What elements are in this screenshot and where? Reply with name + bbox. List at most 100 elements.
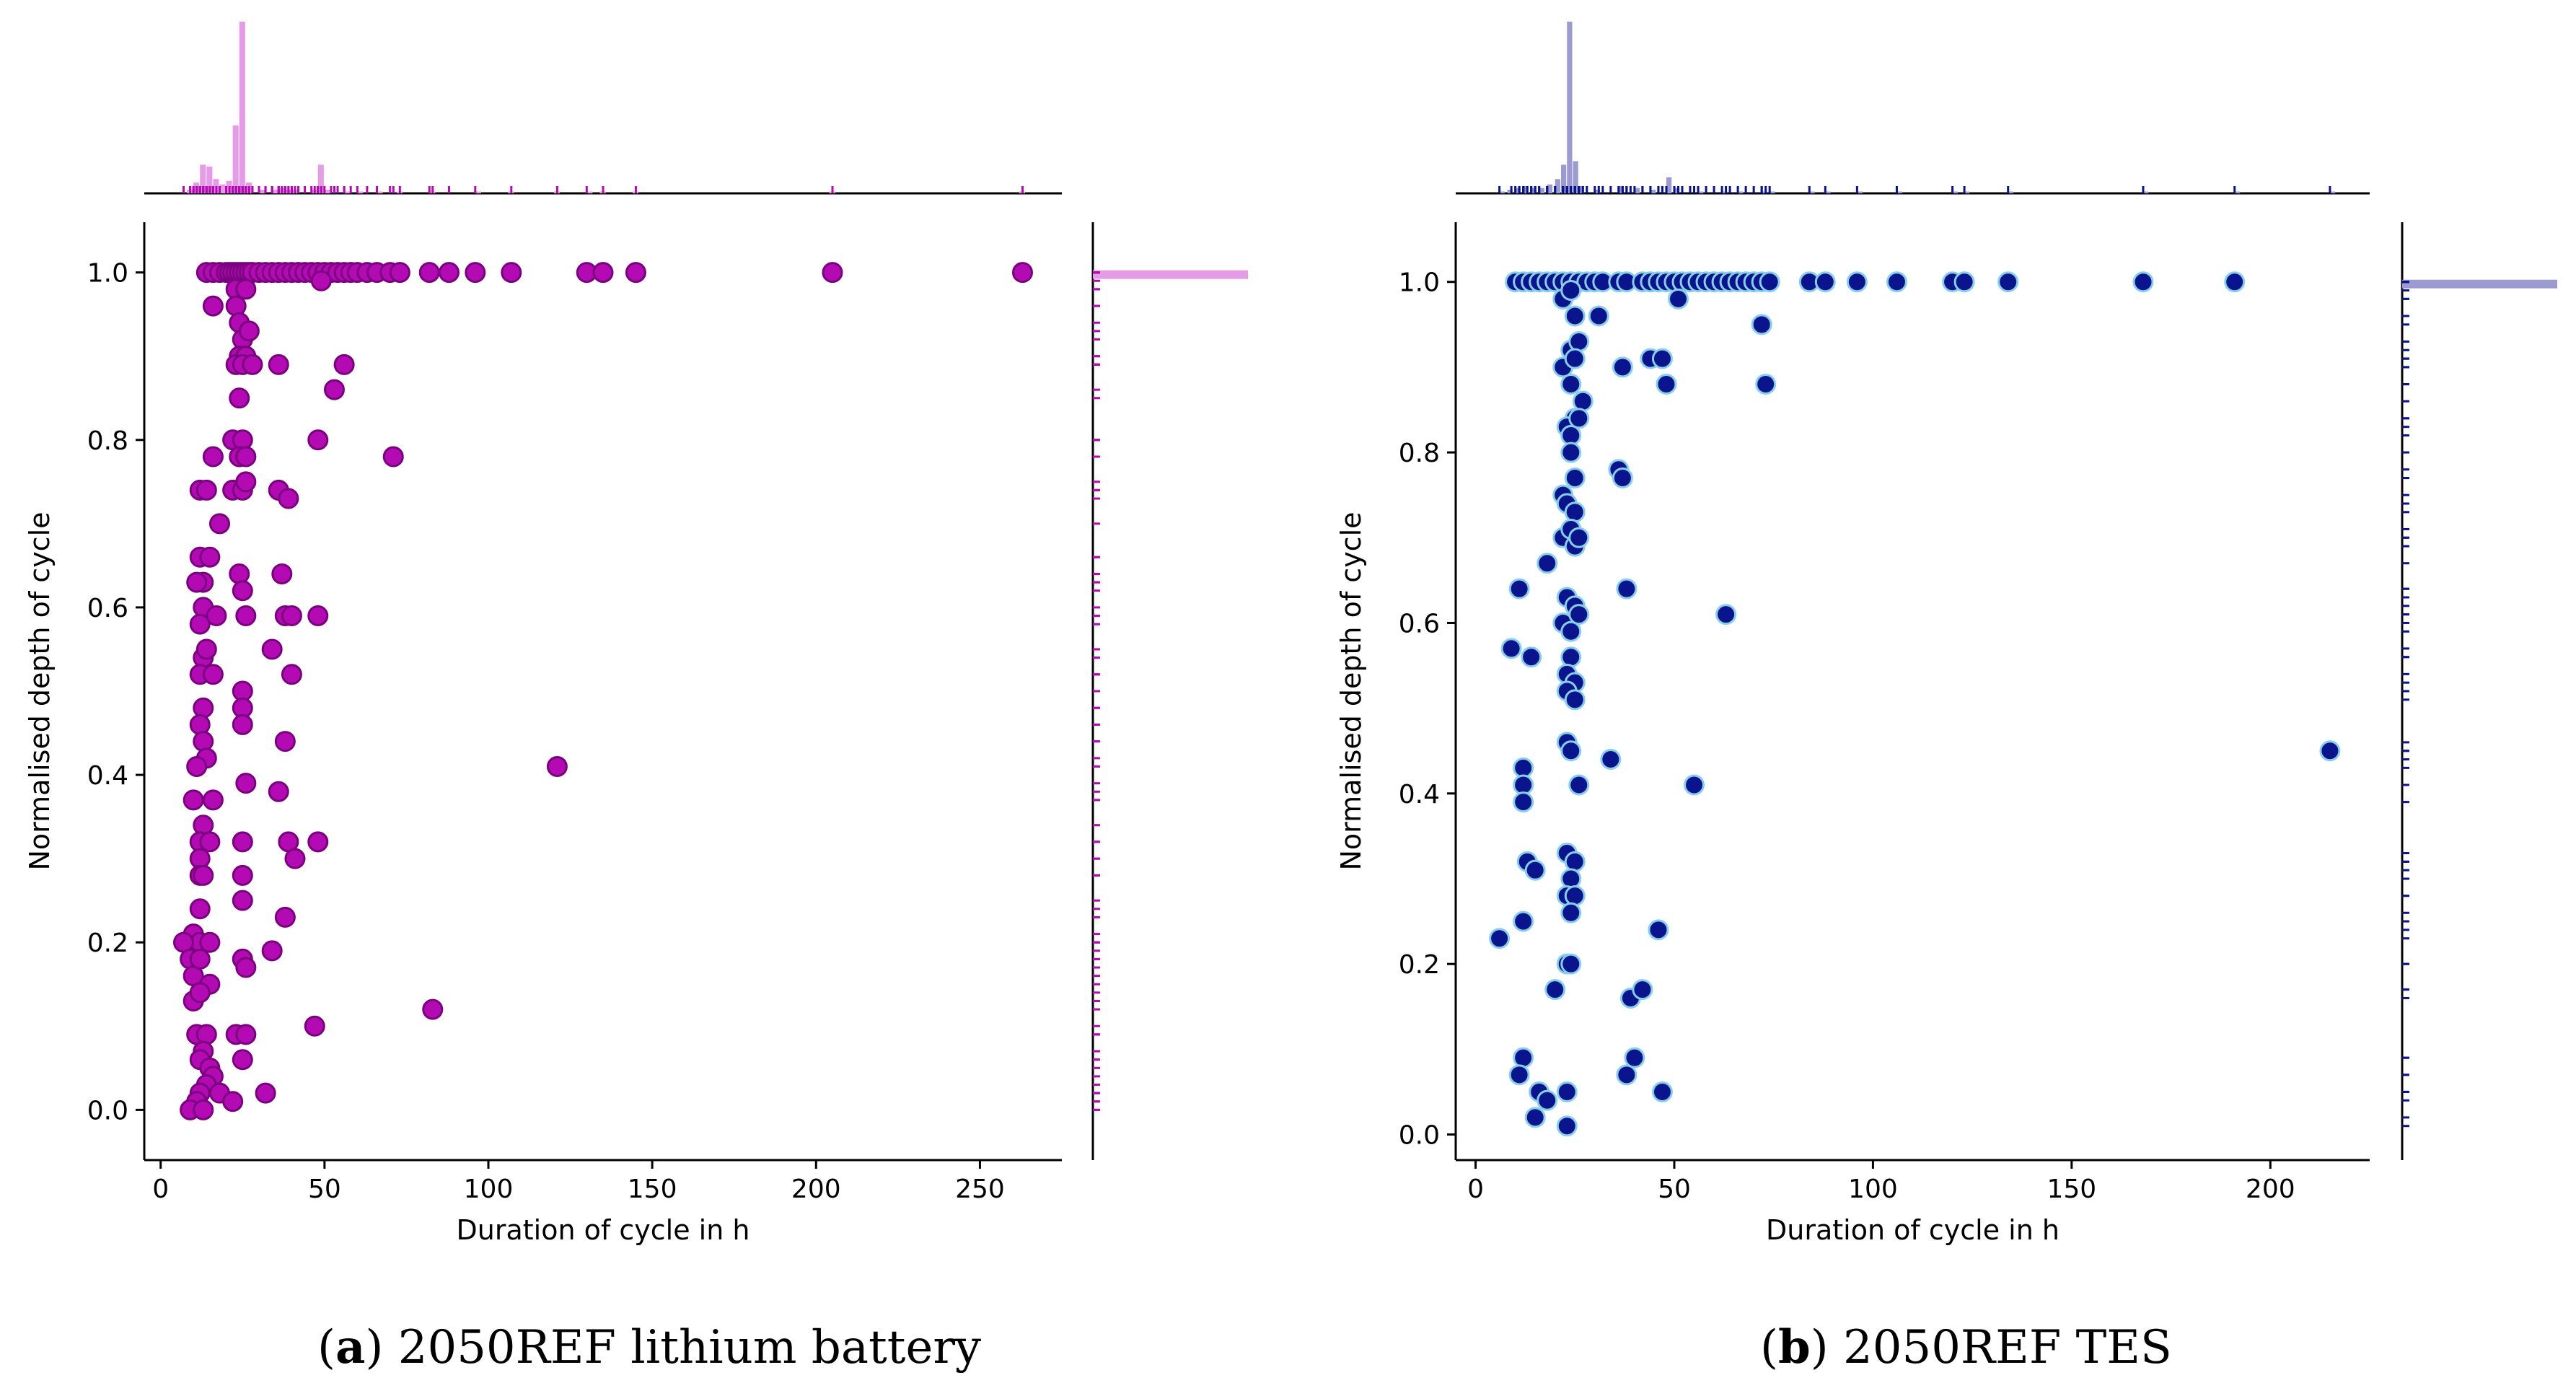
panel-b-x-axis-label: Duration of cycle in h [1766,1214,2060,1246]
panel-b-x-tick-label: 50 [1658,1175,1691,1204]
panel-b-data-point [2224,271,2246,293]
panel-a-data-point [229,563,250,584]
panel-a-data-point [229,387,250,409]
panel-b-top-hist-bar [1825,191,1831,193]
panel-b-data-point [1612,467,1633,489]
panel-b-data-point [1513,757,1534,778]
panel-a-data-point [193,1099,214,1120]
caption-b-letter: b [1777,1320,1811,1374]
panel-a-x-tick-label: 100 [464,1175,514,1204]
caption-a-letter: a [335,1320,366,1374]
panel-a-top-hist-bar [219,184,226,193]
panel-a-data-point [235,773,257,794]
panel-b-top-hist-bar [1770,191,1775,193]
panel-a-data-point [202,446,224,467]
panel-a-x-tick-label: 250 [955,1175,1005,1204]
panel-b-data-point [2132,271,2154,293]
panel-a-data-point [199,931,221,953]
panel-a-data-point [278,488,299,509]
panel-b-top-hist-bar [1738,191,1744,193]
panel-b-x-tick-label: 150 [2047,1175,2096,1204]
panel-b-top-hist-bar [1515,188,1521,193]
panel-a-data-point [199,831,221,853]
panel-a-data-point [271,563,293,584]
panel-b-data-point [1755,374,1777,395]
panel-b-top-hist-bar [1809,191,1815,193]
panel-a-data-point [418,262,440,284]
panel-a-data-point [199,546,221,568]
panel-b-data-point [1508,578,1530,600]
panel-a-top-hist-bar [239,22,245,193]
panel-a-data-point [186,571,208,593]
panel-b-data-point [1846,271,1868,293]
panel-a-data-point [333,354,355,375]
panel-b-data-point [1564,501,1586,523]
panel-a-data-point [189,714,211,735]
panel-b-top-hist-bar [1499,191,1505,193]
panel-a-data-point [268,354,289,375]
panel-b-top-hist-bar [1698,191,1704,193]
panel-b-y-tick-label: 0.0 [1399,1121,1440,1151]
panel-b-top-hist-bar [1567,22,1573,193]
panel-b-data-point [1651,348,1673,369]
panel-a-top-hist-bar [200,164,206,193]
panel-b-top-hist-bar [1964,191,1970,193]
panel-a-top-hist-bar [586,191,593,193]
panel-a-data-point [255,1082,276,1104]
panel-a-top-hist-bar [344,191,351,193]
panel-b-top-hist-bar [1539,188,1544,193]
panel-b-data-point [1886,271,1907,293]
panel-a-data-point [206,605,227,627]
panel-a-data-point [222,1091,244,1112]
panel-a-data-point [235,471,257,493]
panel-b-top-hist-bar [1857,191,1863,193]
panel-a-data-point [235,278,257,300]
panel-b-data-point [1564,467,1586,489]
panel-b-data-point [1560,424,1582,446]
panel-a-data-point [195,1024,217,1045]
panel-b-data-point [1560,442,1582,463]
panel-a-data-point [274,906,296,928]
panel-b-data-point [1715,604,1737,625]
panel-a-top-hist-bar [206,166,213,193]
panel-a-data-point [195,479,217,501]
panel-b-data-point [1560,374,1582,395]
panel-b-top-hist-bar [1507,190,1513,193]
panel-a-data-point [304,1015,325,1037]
panel-b-data-point [1508,1064,1530,1086]
panel-b-data-point [1537,553,1558,574]
panel-b-data-point [1759,271,1780,293]
panel-a-data-point [235,605,257,627]
panel-b-data-point [1560,280,1582,302]
panel-a-data-point [189,948,211,970]
panel-b-y-tick-label: 0.8 [1399,439,1440,468]
panel-b-data-point [1513,910,1534,932]
panel-a-y-axis-label: Normalised depth of cycle [24,512,56,870]
panel-b-data-point [1953,271,1975,293]
panel-a-y-tick-label: 0.6 [87,594,128,623]
panel-b-top-hist-bar [1560,164,1567,193]
panel-b-data-point [1568,330,1590,352]
panel-a-data-point [183,789,204,811]
panel-b-data-point [1600,749,1622,771]
panel-a-data-point [310,270,332,291]
panel-a-y-tick-label: 0.0 [87,1096,128,1125]
panel-b-data-point [1560,740,1582,762]
panel-b-top-hist-bar [2143,191,2149,193]
panel-b-data-point [1521,646,1542,668]
caption-b: (b) 2050REF TES [1760,1320,2172,1374]
panel-b-data-point [1513,774,1534,796]
panel-a-data-point [202,664,224,685]
panel-b-data-point [1568,774,1590,796]
caption-a-text: 2050REF lithium battery [397,1321,982,1374]
panel-a-data-point [242,354,263,375]
panel-b-data-point [1544,979,1566,1001]
panel-a-data-point [261,638,283,660]
panel-a-y-tick-label: 1.0 [87,259,128,289]
panel-b-data-point [1624,1047,1645,1068]
panel-a-x-axis-label: Duration of cycle in h [457,1214,750,1246]
panel-b-data-point [1560,646,1582,668]
panel-b-top-hist-bar [2234,191,2240,193]
panel-b-top-hist-bar [1952,191,1958,193]
